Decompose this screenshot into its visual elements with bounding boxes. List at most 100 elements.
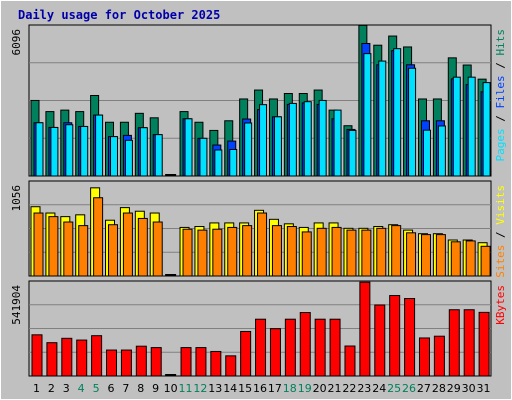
bar-sites-day-9 xyxy=(152,221,163,277)
y-max-label: 6096 xyxy=(10,29,23,56)
bar-pages-day-14 xyxy=(229,148,238,177)
bar-kbytes-day-31 xyxy=(478,311,490,377)
bar-sites-day-8 xyxy=(137,217,148,277)
bar-kbytes-day-15 xyxy=(240,330,252,377)
day-label-3: 3 xyxy=(63,382,70,395)
legend-sites: Sites xyxy=(494,245,507,278)
bar-kbytes-day-27 xyxy=(418,337,430,377)
bar-sites-day-14 xyxy=(227,226,238,277)
bar-sites-day-19 xyxy=(301,231,312,277)
bar-kbytes-day-14 xyxy=(225,355,237,377)
bar-sites-day-5 xyxy=(93,197,104,277)
y-max-label: 1056 xyxy=(10,185,23,212)
day-label-29: 29 xyxy=(447,382,461,395)
day-label-12: 12 xyxy=(193,382,207,395)
bar-sites-day-24 xyxy=(376,227,387,277)
bar-pages-day-1 xyxy=(35,122,44,177)
legend-kbytes: KBytes xyxy=(494,285,507,325)
day-label-11: 11 xyxy=(178,382,192,395)
bar-pages-day-3 xyxy=(65,124,74,177)
day-label-26: 26 xyxy=(402,382,416,395)
day-label-4: 4 xyxy=(78,382,85,395)
bar-sites-day-4 xyxy=(78,225,89,277)
bar-kbytes-day-7 xyxy=(120,349,132,377)
legend-pages: Pages xyxy=(494,128,507,161)
day-label-5: 5 xyxy=(93,382,100,395)
bar-sites-day-29 xyxy=(450,241,461,277)
bar-sites-day-1 xyxy=(33,212,44,277)
bar-pages-day-24 xyxy=(378,60,387,177)
bar-pages-day-31 xyxy=(482,82,491,177)
day-label-24: 24 xyxy=(372,382,386,395)
bar-kbytes-day-26 xyxy=(404,298,416,377)
bar-kbytes-day-8 xyxy=(135,345,147,377)
bar-kbytes-day-9 xyxy=(150,347,162,377)
y-max-label: 541904 xyxy=(10,285,23,325)
bar-kbytes-day-11 xyxy=(180,347,192,377)
legend: Pages / Files / Hits xyxy=(494,29,507,162)
bar-sites-day-17 xyxy=(271,225,282,277)
bar-kbytes-day-25 xyxy=(389,295,401,377)
bar-kbytes-day-23 xyxy=(359,281,371,377)
bar-pages-day-26 xyxy=(408,67,417,177)
bar-pages-day-13 xyxy=(214,149,223,177)
bar-sites-day-3 xyxy=(63,221,74,277)
bar-sites-day-15 xyxy=(242,225,253,277)
day-label-27: 27 xyxy=(417,382,431,395)
bar-kbytes-day-29 xyxy=(448,309,460,377)
bar-sites-day-30 xyxy=(465,240,476,277)
bar-kbytes-day-16 xyxy=(255,318,267,377)
bar-sites-day-25 xyxy=(391,225,402,277)
day-label-17: 17 xyxy=(268,382,282,395)
bar-sites-day-31 xyxy=(480,245,491,277)
day-label-18: 18 xyxy=(283,382,297,395)
bar-sites-day-28 xyxy=(435,234,446,277)
day-label-1: 1 xyxy=(33,382,40,395)
day-label-20: 20 xyxy=(313,382,327,395)
bar-kbytes-day-18 xyxy=(284,318,296,377)
bar-pages-day-5 xyxy=(95,114,104,177)
day-label-10: 10 xyxy=(164,382,178,395)
bar-kbytes-day-20 xyxy=(314,318,326,377)
day-label-25: 25 xyxy=(387,382,401,395)
bar-sites-day-16 xyxy=(257,212,268,277)
bar-pages-day-19 xyxy=(303,101,312,177)
bar-pages-day-21 xyxy=(333,109,342,177)
day-label-9: 9 xyxy=(152,382,159,395)
bar-sites-day-27 xyxy=(420,234,431,277)
bar-kbytes-day-4 xyxy=(76,339,88,377)
bar-pages-day-20 xyxy=(318,99,327,177)
day-label-16: 16 xyxy=(253,382,267,395)
bar-sites-day-21 xyxy=(331,226,342,277)
bar-sites-day-22 xyxy=(346,229,357,277)
day-label-28: 28 xyxy=(432,382,446,395)
bar-pages-day-23 xyxy=(363,53,372,177)
bar-pages-day-7 xyxy=(124,139,133,177)
bar-pages-day-12 xyxy=(199,137,208,177)
day-label-19: 19 xyxy=(298,382,312,395)
day-label-8: 8 xyxy=(137,382,144,395)
bar-sites-day-11 xyxy=(182,228,193,277)
day-label-6: 6 xyxy=(107,382,114,395)
day-label-7: 7 xyxy=(122,382,129,395)
bar-kbytes-day-5 xyxy=(91,335,103,377)
bar-sites-day-20 xyxy=(316,227,327,277)
bar-pages-day-2 xyxy=(50,126,59,177)
bar-pages-day-17 xyxy=(273,116,282,177)
bar-kbytes-day-6 xyxy=(106,349,118,377)
bar-pages-day-9 xyxy=(154,134,163,177)
legend-visits: Visits xyxy=(494,185,507,225)
day-label-14: 14 xyxy=(223,382,237,395)
bar-pages-day-15 xyxy=(244,122,253,177)
bar-pages-day-11 xyxy=(184,118,193,177)
bar-pages-day-16 xyxy=(259,104,268,177)
bar-pages-day-25 xyxy=(393,48,402,177)
day-label-2: 2 xyxy=(48,382,55,395)
bar-pages-day-8 xyxy=(139,127,148,177)
bar-sites-day-13 xyxy=(212,228,223,277)
bar-sites-day-7 xyxy=(122,212,133,277)
bar-pages-day-30 xyxy=(467,76,476,177)
bar-pages-day-6 xyxy=(110,136,119,177)
bar-kbytes-day-17 xyxy=(269,328,281,377)
